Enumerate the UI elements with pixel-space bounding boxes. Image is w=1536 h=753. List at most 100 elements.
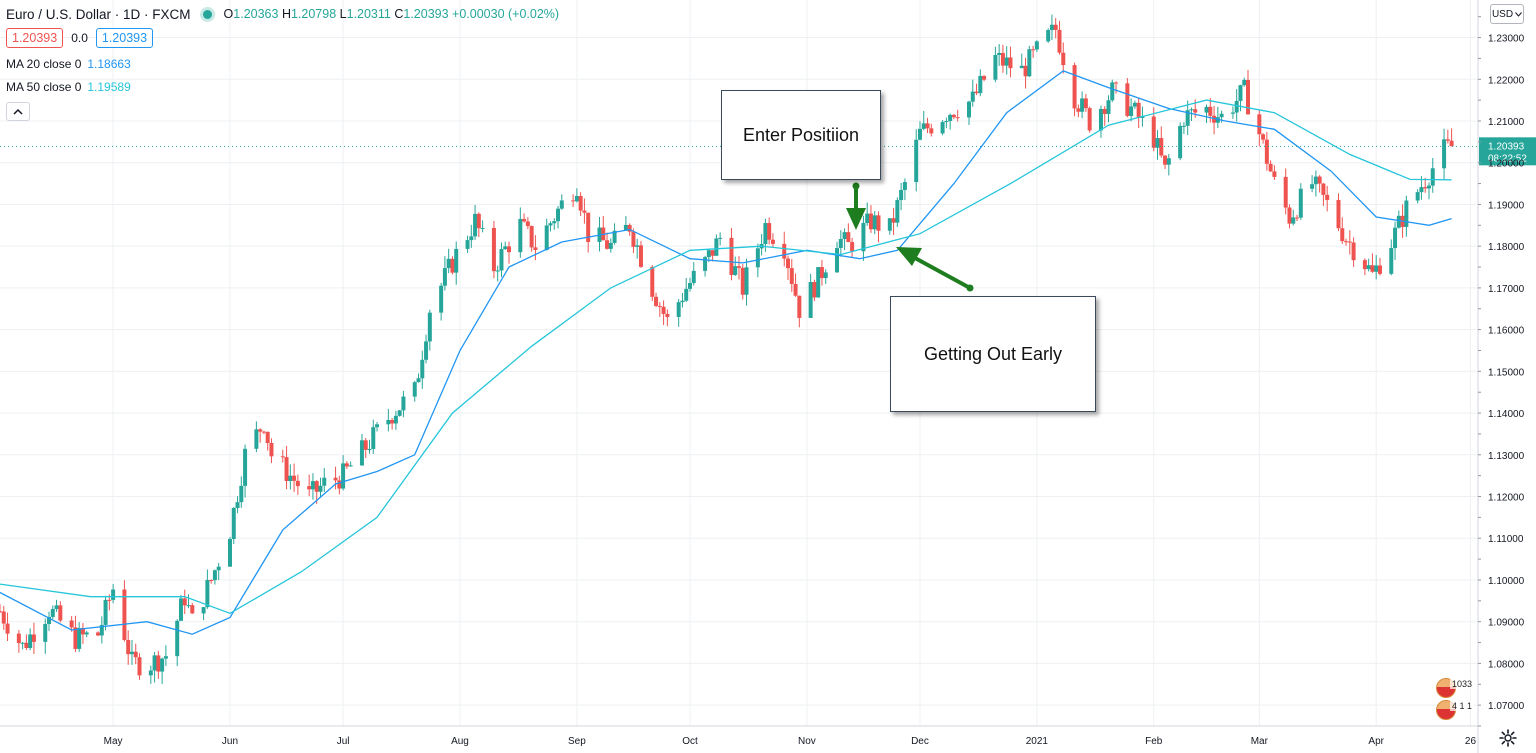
candle-down xyxy=(31,634,36,642)
candle-down xyxy=(1193,109,1198,113)
candle-down xyxy=(1000,52,1005,66)
candle-up xyxy=(635,245,640,247)
candle-up xyxy=(160,658,165,672)
candle-up xyxy=(612,230,617,243)
candle-up xyxy=(175,620,180,657)
y-tick-label: 1.14000 xyxy=(1488,409,1525,420)
candle-down xyxy=(344,463,349,467)
x-tick-label: Jul xyxy=(337,736,350,747)
candle-down xyxy=(284,457,289,481)
y-tick-label: 1.22000 xyxy=(1488,75,1525,86)
candle-down xyxy=(1287,207,1292,224)
candle-down xyxy=(24,642,29,648)
candle-up xyxy=(1027,49,1032,77)
candle-up xyxy=(1004,57,1009,66)
candle-down xyxy=(767,223,772,240)
candle-up xyxy=(703,257,708,271)
candle-up xyxy=(446,258,451,269)
candle-down xyxy=(729,237,734,275)
x-tick-label: Jun xyxy=(222,736,238,747)
candle-down xyxy=(96,632,101,636)
candle-up xyxy=(993,54,998,80)
candle-up xyxy=(835,248,840,273)
candle-down xyxy=(1136,102,1141,118)
candle-up xyxy=(872,215,877,230)
candle-down xyxy=(1072,65,1077,109)
candle-up xyxy=(439,285,444,313)
candle-up xyxy=(495,270,500,272)
candle-down xyxy=(363,440,368,450)
getting-out-early-annotation[interactable]: Getting Out Early xyxy=(890,296,1096,412)
y-tick-label: 1.09000 xyxy=(1488,618,1525,629)
x-tick-label: Oct xyxy=(682,736,698,747)
candle-up xyxy=(1155,138,1160,148)
candle-down xyxy=(533,247,538,251)
enter-arrow-head xyxy=(846,208,866,230)
candle-up xyxy=(733,266,738,275)
last-price-label: 1.20393 xyxy=(1488,141,1525,152)
candle-up xyxy=(288,475,293,481)
candle-down xyxy=(1283,176,1288,208)
symbol-title[interactable]: Euro / U.S. Dollar · 1D · FXCM xyxy=(6,6,191,22)
y-tick-label: 1.11000 xyxy=(1488,534,1524,545)
candle-up xyxy=(718,237,723,239)
candle-up xyxy=(1129,106,1134,116)
chevron-up-icon xyxy=(13,108,23,115)
buy-button[interactable]: 1.20393 xyxy=(95,28,154,48)
candle-up xyxy=(899,189,904,201)
x-tick-label: 2021 xyxy=(1026,736,1049,747)
candle-up xyxy=(348,465,353,467)
y-tick-label: 1.19000 xyxy=(1488,200,1525,211)
candle-up xyxy=(1430,168,1435,186)
candle-down xyxy=(126,639,131,655)
candle-down xyxy=(578,196,583,211)
candle-down xyxy=(333,477,338,481)
event-badge-2[interactable]: 4 1 1 xyxy=(1436,700,1478,720)
candle-up xyxy=(623,224,628,231)
countdown-label: 08:22:52 xyxy=(1488,153,1527,164)
ma50-legend[interactable]: MA 50 close 0 1.19589 xyxy=(6,80,559,94)
candle-up xyxy=(948,114,953,121)
candle-down xyxy=(1061,52,1066,66)
candle-up xyxy=(744,267,749,295)
candle-down xyxy=(58,605,63,621)
candle-up xyxy=(99,624,104,636)
candle-down xyxy=(1325,194,1330,200)
candle-up xyxy=(1140,116,1145,118)
ma20-legend[interactable]: MA 20 close 0 1.18663 xyxy=(6,57,559,71)
ohlc-readout: O1.20363 H1.20798 L1.20311 C1.20393 +0.0… xyxy=(223,7,560,21)
candle-up xyxy=(503,246,508,250)
candle-up xyxy=(842,232,847,240)
x-tick-label: Mar xyxy=(1251,736,1269,747)
candle-down xyxy=(1031,49,1036,51)
collapse-legend-button[interactable] xyxy=(6,102,30,121)
candle-up xyxy=(823,272,828,279)
candle-down xyxy=(1268,163,1273,172)
event-badge-1[interactable]: 1033 xyxy=(1436,678,1478,698)
candle-up xyxy=(706,250,711,258)
candle-up xyxy=(235,502,240,509)
candle-down xyxy=(951,114,956,118)
candle-up xyxy=(318,485,323,492)
x-tick-label: Feb xyxy=(1145,736,1163,747)
candle-down xyxy=(491,227,496,272)
candle-up xyxy=(574,196,579,202)
candle-down xyxy=(258,429,263,432)
candle-up xyxy=(887,218,892,231)
candle-up xyxy=(77,628,82,649)
gear-icon[interactable] xyxy=(1498,728,1518,748)
candle-up xyxy=(1106,100,1111,114)
sell-button[interactable]: 1.20393 xyxy=(6,28,64,48)
candle-down xyxy=(182,598,187,606)
currency-selector-button[interactable]: USD xyxy=(1490,4,1524,24)
candle-up xyxy=(816,267,821,298)
candlesticks xyxy=(0,14,1454,684)
enter-position-annotation[interactable]: Enter Positiion xyxy=(721,90,881,180)
chevron-down-icon xyxy=(1515,11,1522,17)
candle-down xyxy=(1351,242,1356,261)
market-open-icon xyxy=(202,9,212,19)
event-badge-1-text: 1033 xyxy=(1450,679,1475,689)
candle-up xyxy=(966,101,971,118)
candle-up xyxy=(914,139,919,183)
